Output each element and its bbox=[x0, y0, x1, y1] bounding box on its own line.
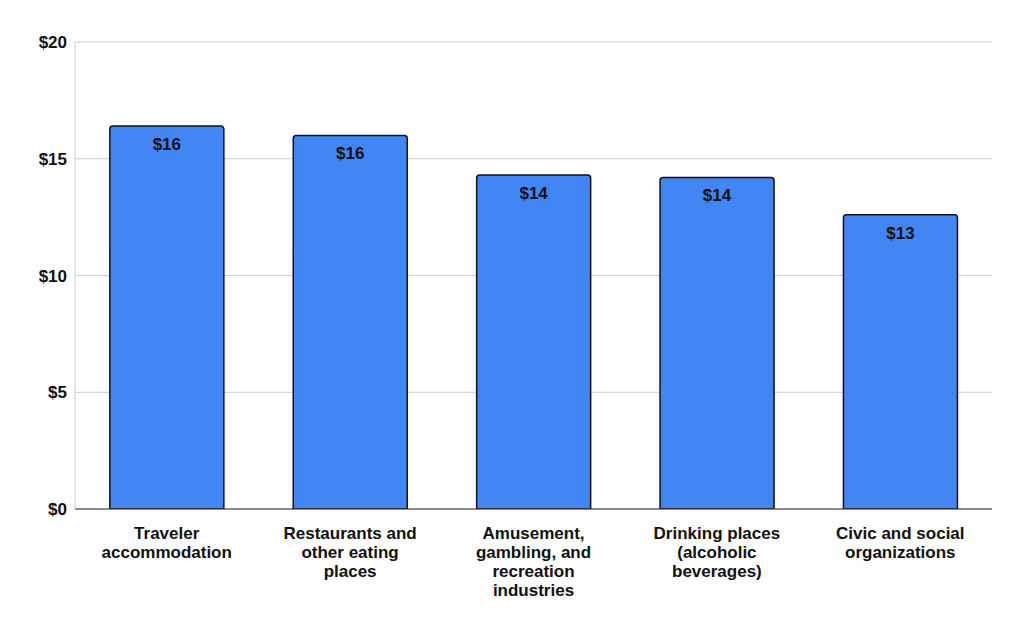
svg-text:Traveleraccommodation: Traveleraccommodation bbox=[102, 524, 232, 562]
svg-text:$14: $14 bbox=[519, 184, 548, 203]
svg-text:$5: $5 bbox=[48, 383, 67, 402]
svg-text:Restaurants andother eatingpla: Restaurants andother eatingplaces bbox=[283, 524, 416, 581]
svg-text:$13: $13 bbox=[886, 224, 914, 243]
svg-text:$14: $14 bbox=[703, 186, 732, 205]
svg-text:$16: $16 bbox=[336, 144, 364, 163]
svg-text:$10: $10 bbox=[39, 267, 67, 286]
svg-text:$15: $15 bbox=[39, 150, 67, 169]
svg-text:$0: $0 bbox=[48, 500, 67, 519]
svg-text:$16: $16 bbox=[153, 135, 181, 154]
svg-text:Civic and socialorganizations: Civic and socialorganizations bbox=[836, 524, 965, 562]
svg-text:Amusement,gambling, andrecreat: Amusement,gambling, andrecreationindustr… bbox=[476, 524, 591, 600]
svg-text:Drinking places(alcoholicbever: Drinking places(alcoholicbeverages) bbox=[654, 524, 781, 581]
svg-text:$20: $20 bbox=[39, 33, 67, 52]
